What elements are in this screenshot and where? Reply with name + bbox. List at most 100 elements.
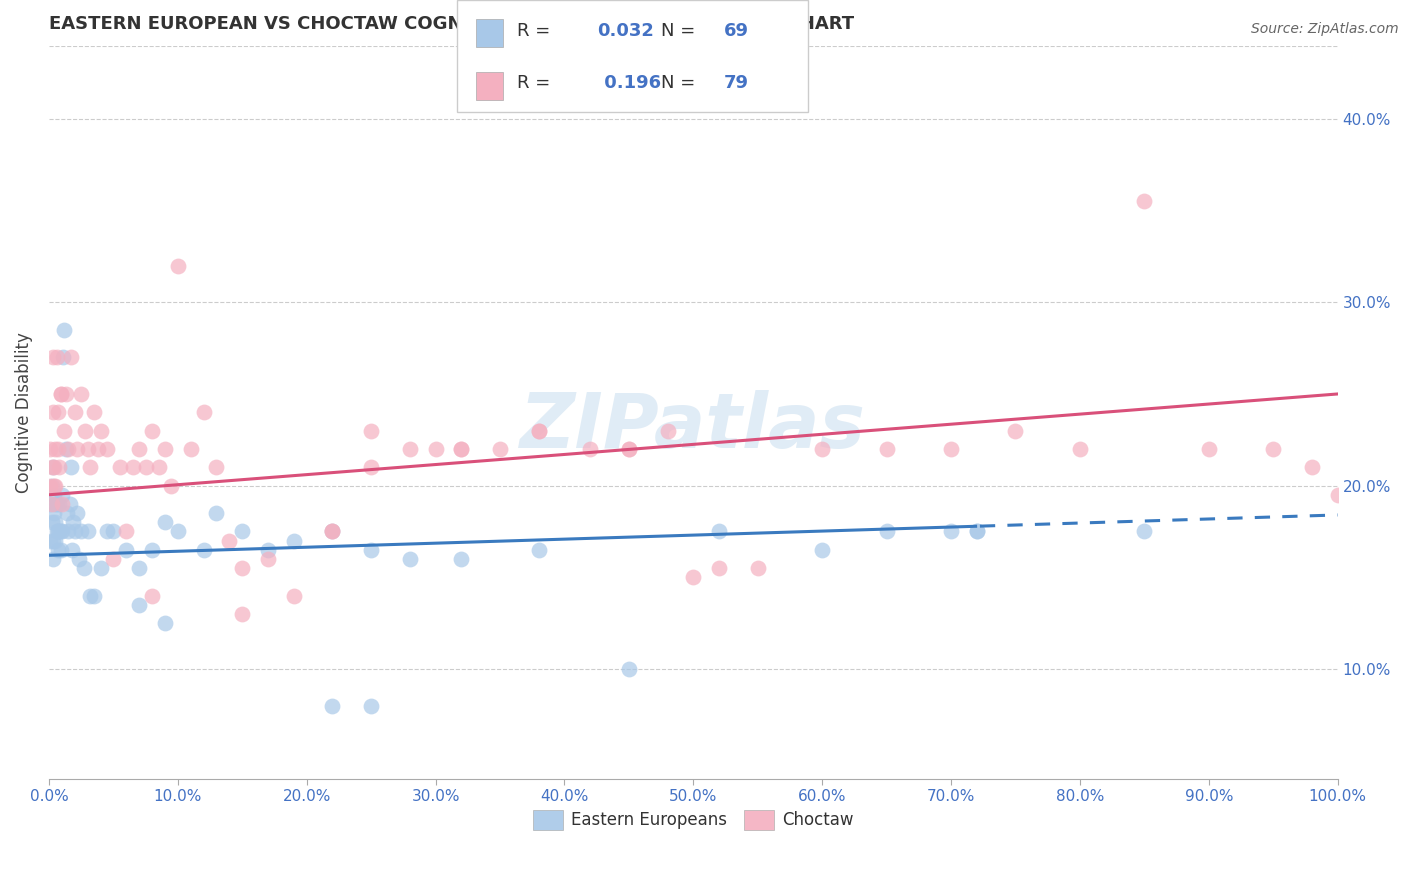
Point <box>141 589 163 603</box>
Point <box>617 442 640 456</box>
Point <box>166 259 188 273</box>
Point <box>283 533 305 548</box>
Point <box>96 442 118 456</box>
Point <box>59 351 82 365</box>
Point <box>60 542 83 557</box>
Point <box>682 570 704 584</box>
Point <box>42 552 65 566</box>
Point <box>811 542 834 557</box>
Point <box>42 351 65 365</box>
Point <box>63 524 86 539</box>
Point <box>44 497 66 511</box>
Point <box>58 497 80 511</box>
Point <box>283 589 305 603</box>
Point <box>876 442 898 456</box>
Point <box>46 442 69 456</box>
Point <box>450 552 472 566</box>
Point <box>51 488 73 502</box>
Point <box>321 524 343 539</box>
Point <box>1133 524 1156 539</box>
Point <box>63 405 86 419</box>
Text: N =: N = <box>661 74 700 92</box>
Point <box>135 460 157 475</box>
Point <box>360 542 382 557</box>
Point <box>115 524 138 539</box>
Point <box>205 460 228 475</box>
Point <box>49 524 72 539</box>
Text: Source: ZipAtlas.com: Source: ZipAtlas.com <box>1251 22 1399 37</box>
Point <box>39 533 62 548</box>
Point <box>121 460 143 475</box>
Point <box>46 542 69 557</box>
Point <box>1004 424 1026 438</box>
Point <box>39 497 62 511</box>
Point <box>1133 194 1156 209</box>
Point <box>747 561 769 575</box>
Point <box>128 442 150 456</box>
Point <box>166 524 188 539</box>
Point <box>76 442 98 456</box>
Point <box>48 497 70 511</box>
Point <box>39 442 62 456</box>
Point <box>46 524 69 539</box>
Point <box>42 460 65 475</box>
Point <box>51 497 73 511</box>
Point <box>70 524 93 539</box>
Point <box>141 424 163 438</box>
Point <box>966 524 988 539</box>
Point <box>39 478 62 492</box>
Point <box>76 524 98 539</box>
Text: 0.032: 0.032 <box>598 21 654 39</box>
Point <box>52 351 75 365</box>
Point <box>48 524 70 539</box>
Point <box>128 561 150 575</box>
Point <box>218 533 240 548</box>
Point <box>42 506 65 520</box>
Point <box>257 542 280 557</box>
Point <box>87 442 110 456</box>
Point <box>489 442 512 456</box>
Point <box>193 542 215 557</box>
Point <box>58 442 80 456</box>
Point <box>450 442 472 456</box>
Text: ZIPatlas: ZIPatlas <box>520 390 866 464</box>
Point <box>59 460 82 475</box>
Point <box>89 424 111 438</box>
Point <box>128 598 150 612</box>
Text: EASTERN EUROPEAN VS CHOCTAW COGNITIVE DISABILITY CORRELATION CHART: EASTERN EUROPEAN VS CHOCTAW COGNITIVE DI… <box>49 15 853 33</box>
Point <box>108 460 131 475</box>
Point <box>42 405 65 419</box>
Point <box>527 424 550 438</box>
Text: 69: 69 <box>724 21 749 39</box>
Point <box>360 460 382 475</box>
Point <box>360 698 382 713</box>
Point <box>257 552 280 566</box>
Point <box>180 442 202 456</box>
Point <box>1069 442 1091 456</box>
Point <box>48 460 70 475</box>
Point <box>1326 488 1348 502</box>
Point <box>579 442 602 456</box>
Point <box>231 561 253 575</box>
Point <box>617 442 640 456</box>
Point <box>55 387 77 401</box>
Point <box>62 516 84 530</box>
Point <box>153 516 176 530</box>
Point <box>707 524 730 539</box>
Point <box>49 387 72 401</box>
Point <box>617 662 640 676</box>
Point <box>115 542 138 557</box>
Point <box>67 552 90 566</box>
Point <box>141 542 163 557</box>
Point <box>41 478 63 492</box>
Point <box>231 524 253 539</box>
Point <box>321 698 343 713</box>
Point <box>58 524 80 539</box>
Point <box>42 533 65 548</box>
Point <box>153 442 176 456</box>
Point <box>193 405 215 419</box>
Point <box>321 524 343 539</box>
Point <box>70 387 93 401</box>
Point <box>148 460 170 475</box>
Point <box>321 524 343 539</box>
